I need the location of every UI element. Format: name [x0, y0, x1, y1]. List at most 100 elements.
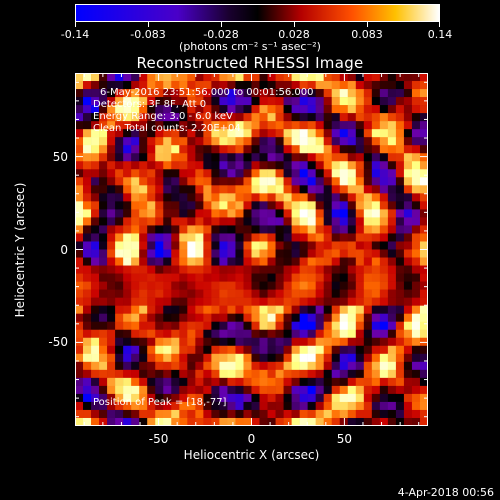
- heatmap-cell: [419, 409, 428, 419]
- x-axis-title: Heliocentric X (arcsec): [183, 448, 320, 462]
- heatmap-cell: [291, 281, 300, 290]
- heatmap-cell: [347, 369, 357, 379]
- heatmap-cell: [147, 241, 156, 250]
- heatmap-cell: [403, 281, 413, 290]
- heatmap-cell: [171, 417, 180, 426]
- heatmap-cell: [75, 305, 84, 314]
- heatmap-cell: [339, 225, 349, 234]
- heatmap-cell: [219, 97, 228, 106]
- heatmap-cell: [171, 385, 180, 395]
- heatmap-cell: [211, 417, 220, 426]
- heatmap-cell: [259, 193, 268, 202]
- heatmap-cell: [411, 105, 421, 114]
- heatmap-cell: [123, 89, 132, 98]
- heatmap-cell: [387, 201, 397, 210]
- heatmap-cell: [179, 137, 188, 146]
- heatmap-cell: [139, 169, 148, 178]
- heatmap-cell: [411, 353, 421, 363]
- heatmap-cell: [291, 97, 300, 106]
- heatmap-cell: [83, 361, 92, 371]
- heatmap-cell: [267, 353, 276, 363]
- heatmap-cell: [259, 225, 268, 234]
- heatmap-cell: [91, 177, 100, 186]
- heatmap-cell: [331, 257, 341, 266]
- heatmap-cell: [147, 129, 156, 138]
- colorbar-tick-label: 0.14: [427, 28, 453, 41]
- heatmap-cell: [155, 401, 164, 411]
- heatmap-cell: [307, 145, 316, 154]
- heatmap-cell: [299, 121, 308, 130]
- heatmap-cell: [299, 361, 308, 371]
- heatmap-cell: [379, 81, 389, 90]
- heatmap-cell: [195, 97, 204, 106]
- heatmap-cell: [259, 121, 268, 130]
- heatmap-cell: [419, 105, 428, 114]
- heatmap-cell: [315, 273, 324, 282]
- heatmap-cell: [195, 137, 204, 146]
- heatmap-cell: [107, 257, 116, 266]
- heatmap-cell: [227, 281, 236, 290]
- heatmap-cell: [91, 337, 100, 347]
- heatmap-cell: [395, 313, 405, 322]
- heatmap-cell: [163, 265, 172, 274]
- heatmap-cell: [411, 153, 421, 162]
- heatmap-cell: [75, 161, 84, 170]
- heatmap-cell: [123, 297, 132, 306]
- heatmap-cell: [195, 241, 204, 250]
- heatmap-cell: [187, 265, 196, 274]
- heatmap-cell: [355, 201, 365, 210]
- heatmap-cell: [387, 105, 397, 114]
- heatmap-cell: [147, 161, 156, 170]
- heatmap-cell: [403, 177, 413, 186]
- heatmap-cell: [331, 121, 341, 130]
- heatmap-cell: [115, 161, 124, 170]
- heatmap-cell: [259, 289, 268, 298]
- heatmap-cell: [283, 233, 292, 242]
- heatmap-cell: [323, 217, 333, 226]
- heatmap-cell: [387, 161, 397, 170]
- heatmap-cell: [419, 417, 428, 426]
- heatmap-cell: [419, 273, 428, 282]
- heatmap-cell: [387, 145, 397, 154]
- heatmap-cell: [315, 313, 324, 322]
- heatmap-cell: [131, 169, 140, 178]
- heatmap-cell: [155, 161, 164, 170]
- heatmap-cell: [243, 121, 252, 130]
- heatmap-cell: [411, 201, 421, 210]
- heatmap-cell: [411, 321, 421, 331]
- heatmap-cell: [315, 377, 324, 387]
- heatmap-cell: [339, 409, 349, 419]
- heatmap-cell: [283, 417, 292, 426]
- heatmap-cell: [115, 385, 124, 395]
- heatmap-cell: [395, 241, 405, 250]
- heatmap-cell: [363, 281, 373, 290]
- heatmap-cell: [363, 185, 373, 194]
- heatmap-cell: [307, 185, 316, 194]
- heatmap-cell: [363, 273, 373, 282]
- heatmap-cell: [267, 177, 276, 186]
- heatmap-cell: [187, 345, 196, 355]
- heatmap-cell: [275, 193, 284, 202]
- heatmap-cell: [147, 89, 156, 98]
- heatmap-cell: [411, 329, 421, 339]
- heatmap-cell: [299, 209, 308, 218]
- heatmap-cell: [123, 169, 132, 178]
- heatmap-cell: [347, 89, 357, 98]
- heatmap-cell: [299, 201, 308, 210]
- heatmap-cell: [115, 417, 124, 426]
- heatmap-cell: [355, 137, 365, 146]
- heatmap-cell: [211, 185, 220, 194]
- heatmap-cell: [219, 265, 228, 274]
- heatmap-cell: [403, 321, 413, 331]
- heatmap-cell: [283, 105, 292, 114]
- heatmap-cell: [371, 129, 381, 138]
- heatmap-cell: [155, 81, 164, 90]
- heatmap-cell: [403, 289, 413, 298]
- heatmap-cell: [147, 153, 156, 162]
- heatmap-cell: [115, 81, 124, 90]
- heatmap-cell: [171, 289, 180, 298]
- heatmap-cell: [115, 345, 124, 355]
- heatmap-cell: [307, 121, 316, 130]
- heatmap-cell: [243, 241, 252, 250]
- heatmap-cell: [195, 233, 204, 242]
